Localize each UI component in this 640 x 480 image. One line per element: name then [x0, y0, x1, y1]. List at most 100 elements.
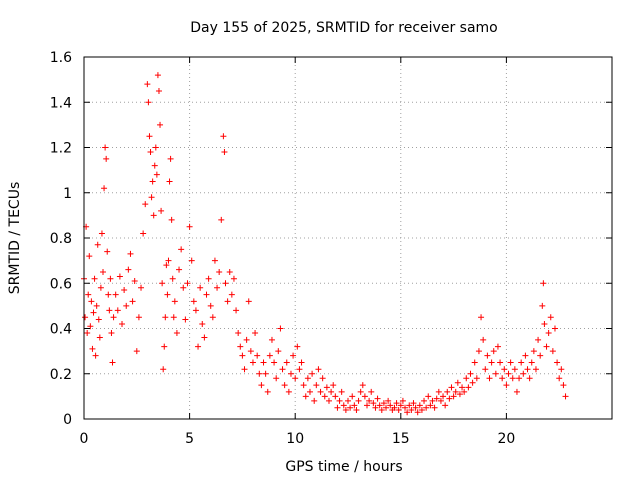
data-point	[456, 391, 463, 398]
data-point	[275, 348, 282, 355]
data-point	[469, 379, 476, 386]
data-point	[560, 382, 567, 389]
data-point	[340, 402, 347, 409]
data-point	[184, 280, 191, 287]
data-point	[309, 370, 316, 377]
data-point	[501, 366, 508, 373]
data-point	[119, 320, 126, 327]
data-point	[258, 382, 265, 389]
data-point	[465, 384, 472, 391]
data-point	[505, 370, 512, 377]
x-tick-label: 0	[80, 431, 89, 447]
data-point	[535, 336, 542, 343]
data-point	[368, 388, 375, 395]
data-point	[140, 230, 147, 237]
data-point	[262, 370, 269, 377]
data-point	[313, 382, 320, 389]
data-point	[537, 352, 544, 359]
data-point	[556, 375, 563, 382]
data-point	[551, 325, 558, 332]
data-point	[423, 404, 430, 411]
data-point	[285, 388, 292, 395]
data-point	[372, 404, 379, 411]
data-point	[264, 388, 271, 395]
data-point	[277, 325, 284, 332]
data-point	[543, 343, 550, 350]
data-point	[123, 302, 130, 309]
data-point	[366, 397, 373, 404]
data-point	[131, 277, 138, 284]
data-point	[220, 133, 227, 140]
data-point	[95, 316, 102, 323]
data-point	[176, 266, 183, 273]
data-point	[463, 375, 470, 382]
data-point	[114, 307, 121, 314]
data-point	[541, 320, 548, 327]
data-point	[103, 155, 110, 162]
data-point	[290, 352, 297, 359]
x-tick-label: 10	[286, 431, 304, 447]
data-point	[526, 375, 533, 382]
data-point	[461, 388, 468, 395]
data-point	[209, 314, 216, 321]
data-point	[347, 404, 354, 411]
data-point	[359, 382, 366, 389]
data-point	[492, 370, 499, 377]
y-tick-label: 1.2	[50, 141, 72, 157]
chart-title: Day 155 of 2025, SRMTID for receiver sam…	[190, 20, 498, 36]
data-point	[268, 336, 275, 343]
data-point	[190, 298, 197, 305]
data-point	[387, 402, 394, 409]
data-point	[328, 388, 335, 395]
data-point	[186, 223, 193, 230]
data-point	[84, 330, 91, 337]
data-point	[361, 393, 368, 400]
data-point	[160, 366, 167, 373]
data-point	[162, 314, 169, 321]
data-point	[228, 291, 235, 298]
data-point	[145, 99, 152, 106]
data-point	[230, 275, 237, 282]
data-point	[104, 248, 111, 255]
data-point	[112, 291, 119, 298]
data-point	[247, 348, 254, 355]
data-point	[547, 314, 554, 321]
data-point	[488, 359, 495, 366]
data-point	[279, 366, 286, 373]
data-point	[105, 291, 112, 298]
axis-ticks: 0 0.2 0.4 0.6 0.8 1 1.2 1.4 1.6 0 5 10 15 20	[50, 50, 612, 447]
data-point	[203, 291, 210, 298]
data-point	[395, 406, 402, 413]
data-point	[167, 155, 174, 162]
data-point	[226, 268, 233, 275]
grid-lines	[84, 57, 612, 419]
data-point	[446, 395, 453, 402]
data-point	[149, 178, 156, 185]
data-point	[147, 149, 154, 156]
data-point	[412, 404, 419, 411]
data-point	[429, 397, 436, 404]
data-point	[323, 384, 330, 391]
data-point	[283, 359, 290, 366]
data-point	[281, 382, 288, 389]
data-point	[116, 273, 123, 280]
data-point	[338, 388, 345, 395]
data-point	[473, 375, 480, 382]
data-point	[201, 334, 208, 341]
data-point	[207, 302, 214, 309]
data-point	[233, 307, 240, 314]
data-point	[378, 406, 385, 413]
data-point	[306, 388, 313, 395]
data-point	[558, 366, 565, 373]
data-point	[243, 336, 250, 343]
data-point	[171, 298, 178, 305]
data-point	[448, 384, 455, 391]
x-tick-label: 15	[392, 431, 410, 447]
data-point	[199, 320, 206, 327]
data-point	[138, 284, 145, 291]
data-point	[152, 144, 159, 151]
data-point	[108, 330, 115, 337]
data-point	[454, 379, 461, 386]
data-point	[87, 323, 94, 330]
